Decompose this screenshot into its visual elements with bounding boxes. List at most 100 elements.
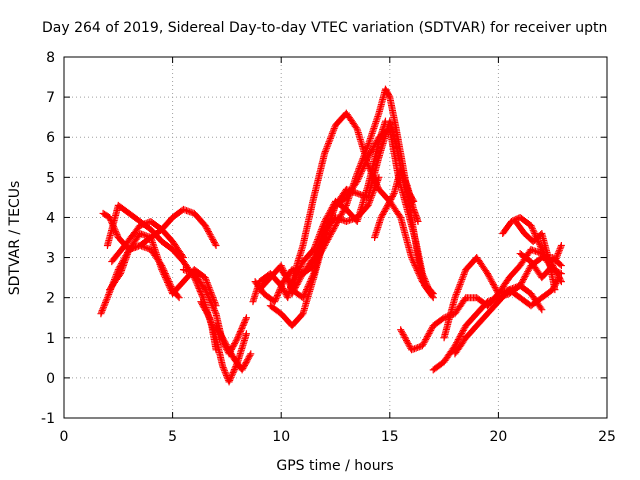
y-tick-label: 6 <box>46 130 55 146</box>
interpolated-marker-run <box>321 123 339 156</box>
interpolated-marker-run <box>474 299 490 316</box>
data-point <box>288 266 296 274</box>
interpolated-marker-run <box>404 207 419 244</box>
data-point <box>408 346 416 354</box>
series-track-14 <box>288 173 383 298</box>
x-tick-label: 20 <box>489 429 507 445</box>
data-point <box>271 298 279 306</box>
data-point <box>557 242 565 250</box>
x-tick-label: 15 <box>381 429 399 445</box>
interpolated-marker-run <box>289 311 306 328</box>
y-tick-label: 7 <box>46 90 55 106</box>
interpolated-marker-run <box>289 259 306 288</box>
data-point <box>551 286 559 294</box>
interpolated-marker-run <box>202 275 219 308</box>
interpolated-marker-run <box>365 175 382 208</box>
data-point <box>451 342 459 350</box>
interpolated-marker-run <box>474 255 491 276</box>
interpolated-marker-run <box>271 279 287 304</box>
interpolated-marker-run <box>452 335 469 356</box>
interpolated-marker-run <box>148 219 164 232</box>
data-point <box>201 274 209 282</box>
data-point <box>288 290 296 298</box>
data-point <box>527 221 535 229</box>
interpolated-marker-run <box>300 255 317 276</box>
data-point <box>242 314 250 322</box>
interpolated-marker-run <box>378 203 391 220</box>
data-point <box>408 254 416 262</box>
interpolated-marker-run <box>452 295 469 316</box>
interpolated-marker-run <box>485 299 501 316</box>
interpolated-marker-run <box>371 215 385 240</box>
data-point <box>375 173 383 181</box>
interpolated-marker-run <box>333 198 349 212</box>
data-point <box>557 278 565 286</box>
interpolated-marker-run <box>552 243 565 264</box>
data-point <box>136 229 144 237</box>
y-tick-label: -1 <box>41 411 55 427</box>
interpolated-marker-run <box>538 231 552 260</box>
interpolated-marker-run <box>441 343 458 364</box>
interpolated-marker-run <box>170 239 186 260</box>
series-track-21 <box>512 217 559 294</box>
interpolated-marker-run <box>212 335 226 368</box>
interpolated-marker-run <box>550 263 565 284</box>
interpolated-marker-run <box>386 95 400 131</box>
interpolated-marker-run <box>104 203 122 248</box>
data-point <box>234 334 242 342</box>
interpolated-marker-run <box>518 283 534 297</box>
data-point <box>238 366 246 374</box>
interpolated-marker-run <box>376 119 389 144</box>
interpolated-marker-run <box>382 86 393 100</box>
axis-ticks: 0 5 10 15 20 25 -1 0 1 2 3 4 5 6 7 8 <box>41 50 616 445</box>
data-point <box>225 378 233 386</box>
interpolated-marker-run <box>419 323 436 348</box>
interpolated-marker-run <box>117 247 133 276</box>
plot-area <box>63 56 608 419</box>
data-series <box>97 85 565 386</box>
x-tick-label: 5 <box>168 429 177 445</box>
y-axis-label: SDTVAR / TECUs <box>7 181 23 296</box>
data-point <box>364 141 372 149</box>
interpolated-marker-run <box>202 287 219 316</box>
interpolated-marker-run <box>384 191 397 208</box>
interpolated-marker-run <box>159 263 176 292</box>
interpolated-marker-run <box>518 251 534 265</box>
interpolated-marker-run <box>159 239 175 252</box>
series-track-7 <box>197 298 250 386</box>
interpolated-marker-run <box>109 243 128 264</box>
data-point <box>179 266 187 274</box>
y-tick-label: 0 <box>46 371 55 387</box>
interpolated-marker-run <box>484 271 502 296</box>
interpolated-marker-run <box>500 219 514 236</box>
interpolated-marker-run <box>213 323 228 344</box>
interpolated-marker-run <box>192 267 208 281</box>
data-point <box>321 217 329 225</box>
y-tick-label: 3 <box>46 251 55 267</box>
data-point <box>418 270 426 278</box>
interpolated-marker-run <box>191 271 208 292</box>
interpolated-marker-run <box>412 239 426 276</box>
interpolated-marker-run <box>513 219 527 236</box>
interpolated-marker-run <box>431 359 447 373</box>
interpolated-marker-run <box>234 315 250 340</box>
interpolated-marker-run <box>528 259 545 280</box>
y-tick-label: 2 <box>46 291 55 307</box>
interpolated-marker-run <box>397 167 410 188</box>
data-point <box>201 286 209 294</box>
interpolated-marker-run <box>419 271 432 292</box>
interpolated-marker-run <box>310 151 328 200</box>
data-point <box>353 189 361 197</box>
interpolated-marker-run <box>463 323 480 341</box>
data-point <box>247 350 255 358</box>
interpolated-marker-run <box>496 287 512 304</box>
data-point <box>538 306 546 314</box>
series-track-15 <box>371 165 422 241</box>
data-point <box>425 286 433 294</box>
interpolated-marker-run <box>431 315 447 329</box>
interpolated-marker-run <box>222 339 237 360</box>
data-point <box>147 234 155 241</box>
interpolated-marker-run <box>98 295 111 316</box>
data-point <box>377 213 385 221</box>
